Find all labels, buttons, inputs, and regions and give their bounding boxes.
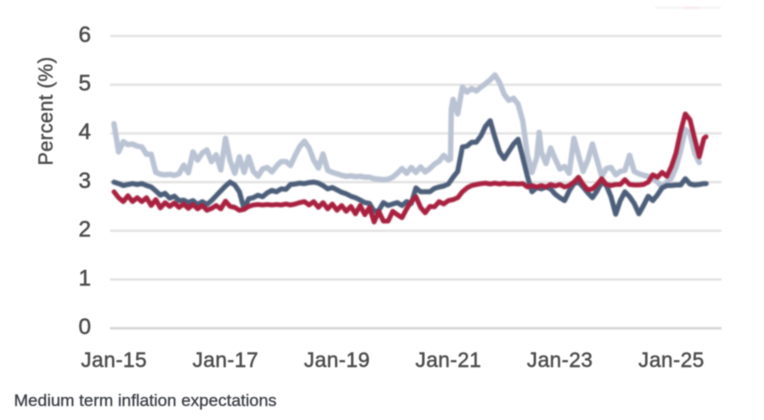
svg-text:Medium term inflation expectat: Medium term inflation expectations [14, 391, 277, 410]
svg-text:4: 4 [78, 119, 91, 144]
svg-text:3: 3 [78, 168, 91, 193]
svg-text:Jan-19: Jan-19 [304, 349, 370, 372]
svg-text:Jan-23: Jan-23 [527, 349, 593, 372]
svg-text:Jan-17: Jan-17 [192, 349, 258, 372]
svg-text:Jan-15: Jan-15 [81, 349, 147, 372]
svg-text:0: 0 [78, 314, 91, 339]
svg-text:5: 5 [78, 71, 91, 96]
svg-text:Jan-25: Jan-25 [638, 349, 704, 372]
svg-text:Jan-21: Jan-21 [415, 349, 481, 372]
svg-text:Percent (%): Percent (%) [36, 57, 58, 166]
svg-text:2: 2 [78, 217, 91, 242]
svg-text:6: 6 [78, 22, 91, 47]
svg-text:1: 1 [78, 265, 91, 290]
